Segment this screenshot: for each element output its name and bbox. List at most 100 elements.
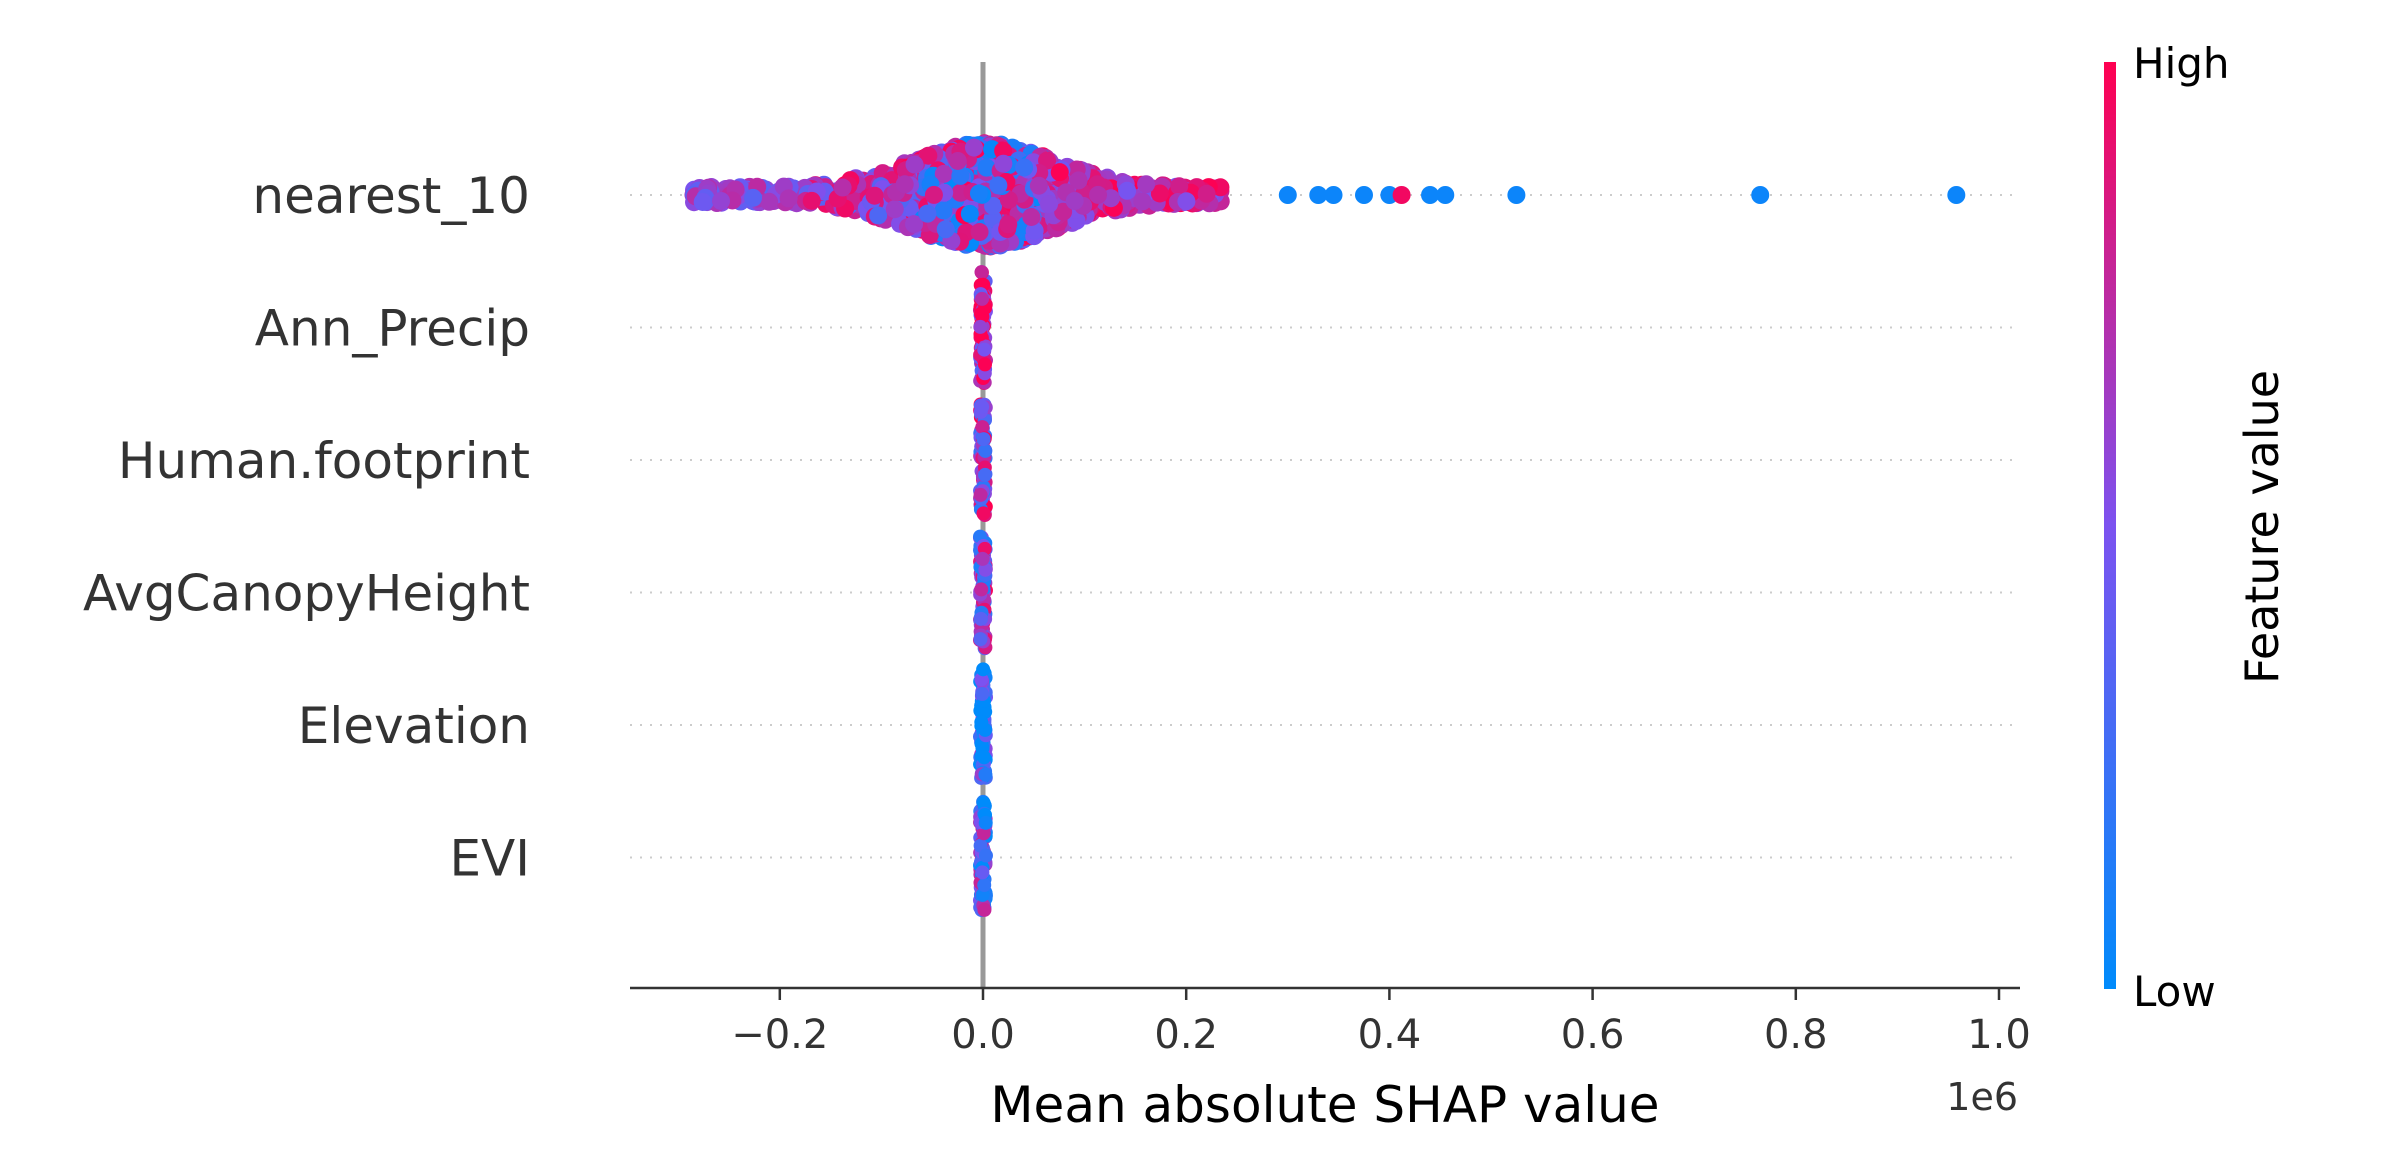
shap-point [918,204,937,223]
shap-point [999,190,1018,209]
shap-point [693,192,712,211]
shap-point [924,185,943,204]
shap-point [1197,184,1216,203]
shap-point [989,176,1008,195]
shap-point [744,188,763,207]
shap-point [976,432,991,447]
feature-labels: nearest_10 Ann_Precip Human.footprint AvgCa… [83,167,530,888]
shap-point [974,611,989,626]
data-points [684,134,1966,918]
shap-point [1118,181,1137,200]
feature-label-elevation: Elevation [298,697,530,755]
shap-point [885,200,904,219]
shap-point [974,582,989,597]
shap-point [975,291,990,306]
colorbar-low-label: Low [2133,967,2216,1016]
feature-label-avgcanopyheight: AvgCanopyHeight [83,565,530,623]
shap-point [974,265,989,280]
shap-point [1029,176,1048,195]
shap-point [970,223,989,242]
shap-point [1133,192,1152,211]
shap-point [905,215,924,234]
shap-point [1355,186,1373,204]
shap-point [1065,191,1084,210]
shap-point [1309,186,1328,204]
shap-point [833,178,852,197]
shap-point [978,767,993,782]
shap-point [1025,221,1044,240]
shap-point [936,220,955,239]
shap-point [984,197,1003,216]
shap-point [973,632,988,647]
shap-point [976,826,991,841]
shap-point [948,151,967,170]
feature-label-evi: EVI [449,830,530,888]
shap-point [977,878,992,893]
x-tick-label: 1.0 [1967,1012,2031,1058]
shap-point [1507,186,1526,204]
colorbar-title: Feature value [2235,370,2289,684]
shap-point [973,319,988,334]
shap-point [865,186,884,205]
shap-point [975,865,990,880]
shap-point [976,796,991,811]
feature-label-ann-precip: Ann_Precip [255,300,530,358]
shap-point [994,154,1013,173]
feature-label-nearest-10: nearest_10 [252,167,530,225]
colorbar [2104,62,2116,989]
shap-point [760,192,779,211]
x-tick-label: 0.6 [1561,1012,1625,1058]
shap-point [1137,175,1156,194]
shap-point [1324,186,1343,204]
shap-point [977,158,996,177]
shap-point [974,399,989,414]
x-tick-label: 0.2 [1154,1012,1218,1058]
shap-point [919,146,938,165]
shap-point [994,141,1013,160]
shap-point [1170,177,1189,196]
shap-point [964,138,983,157]
shap-point [1947,186,1966,204]
shap-point [976,662,991,677]
shap-point [1177,192,1196,211]
x-axis-offset-label: 1e6 [1946,1075,2018,1119]
shap-point [1015,158,1034,177]
shap-point [969,184,988,203]
grid-lines [630,194,2020,859]
shap-point [1050,163,1069,182]
x-tick-label: 0.0 [951,1012,1015,1058]
colorbar-high-label: High [2133,39,2230,88]
shap-point [1421,186,1440,204]
shap-point [1089,185,1108,204]
shap-point [977,357,992,372]
shap-point [1392,186,1411,204]
shap-point [978,467,993,482]
shap-point [1054,202,1073,221]
shap-point [934,164,953,183]
x-axis-ticks: −0.2 0.0 0.2 0.4 0.6 0.8 1.0 [731,988,2031,1058]
shap-point [978,562,993,577]
shap-point [973,487,988,502]
shap-point [975,551,990,566]
shap-point [975,687,990,702]
shap-point [976,506,991,521]
shap-point [712,191,731,210]
shap-point [977,750,992,765]
shap-point [977,902,992,917]
shap-point [1069,171,1088,190]
shap-point [1278,186,1297,204]
shap-point [934,201,953,220]
x-tick-label: 0.8 [1764,1012,1828,1058]
shap-point [978,848,993,863]
shap-point [978,443,993,458]
shap-point [905,155,924,174]
shap-point [974,715,989,730]
shap-point [1751,186,1770,204]
x-axis-title: Mean absolute SHAP value [990,1076,1659,1134]
shap-point [951,166,970,185]
shap-point [802,191,821,210]
shap-point [960,204,979,223]
shap-point [779,189,798,208]
shap-point [1150,184,1169,203]
